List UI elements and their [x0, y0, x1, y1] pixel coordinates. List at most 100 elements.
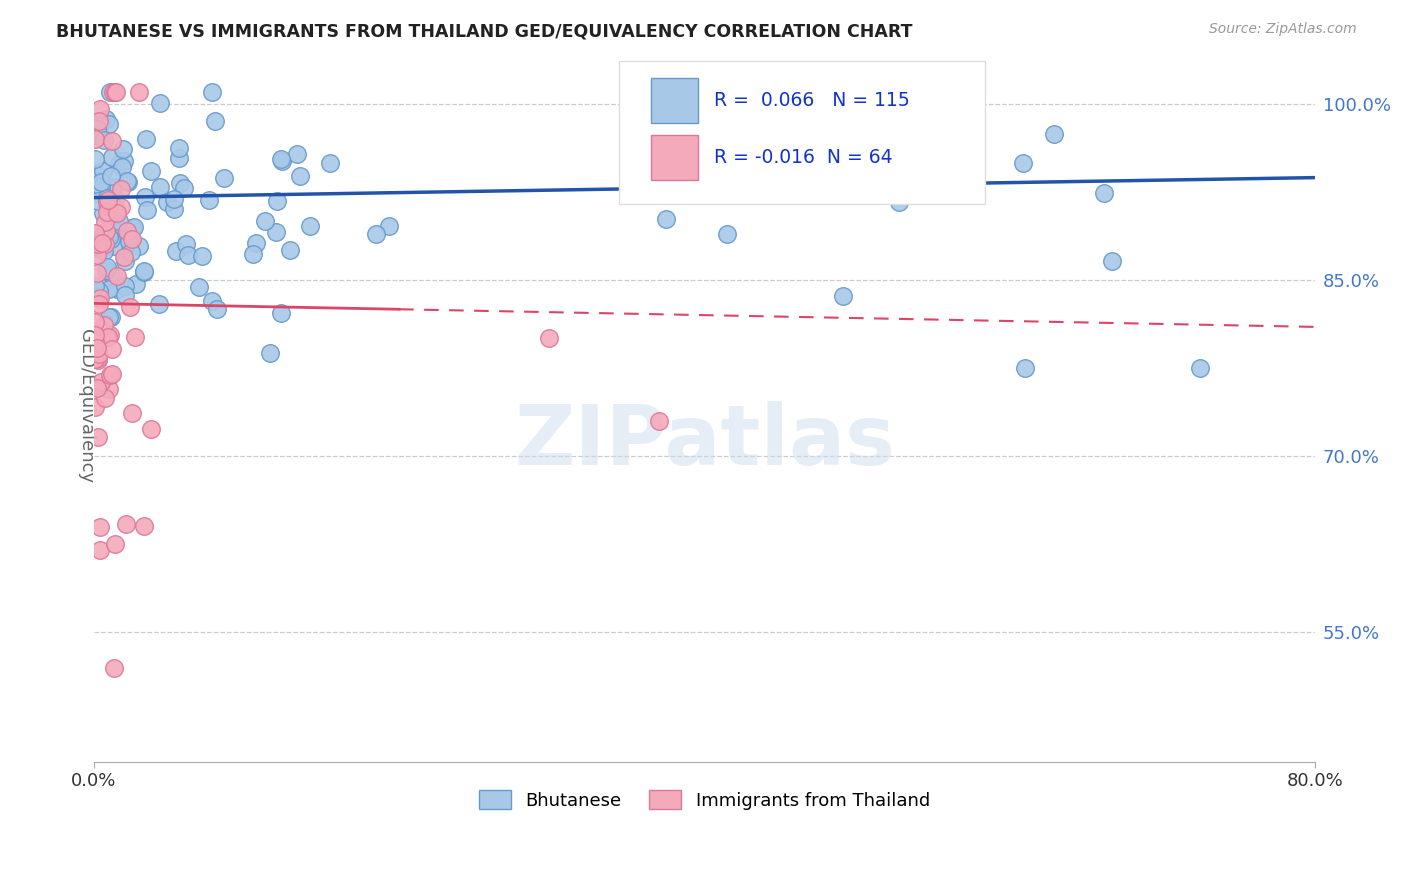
- Point: [1043, 127, 1066, 141]
- Point: [115, 224, 138, 238]
- Point: [101, 238, 124, 252]
- Point: [90, 235, 112, 250]
- Text: ZIPatlas: ZIPatlas: [513, 401, 894, 483]
- Point: [98, 368, 121, 382]
- Point: [378, 219, 401, 233]
- Point: [270, 306, 292, 320]
- Point: [87, 430, 110, 444]
- Point: [162, 202, 184, 217]
- Point: [245, 235, 267, 250]
- Point: [1101, 253, 1123, 268]
- Point: [101, 342, 124, 356]
- Point: [136, 203, 159, 218]
- Point: [87, 297, 110, 311]
- Point: [723, 116, 745, 130]
- Point: [87, 347, 110, 361]
- Point: [96, 224, 118, 238]
- Point: [832, 289, 855, 303]
- Point: [91, 163, 114, 178]
- Point: [98, 310, 121, 324]
- Point: [96, 260, 118, 274]
- Point: [124, 330, 146, 344]
- Point: [87, 114, 110, 128]
- Point: [84, 334, 107, 349]
- Point: [104, 192, 127, 206]
- Point: [84, 288, 107, 302]
- Point: [90, 242, 112, 256]
- Point: [93, 132, 115, 146]
- Point: [756, 165, 779, 179]
- Legend: Bhutanese, Immigrants from Thailand: Bhutanese, Immigrants from Thailand: [471, 783, 938, 817]
- Point: [105, 85, 128, 99]
- Point: [89, 285, 111, 299]
- Point: [889, 195, 911, 210]
- Point: [134, 190, 156, 204]
- Point: [1011, 156, 1033, 170]
- Point: [98, 228, 121, 243]
- Point: [94, 237, 117, 252]
- Point: [94, 224, 117, 238]
- Point: [104, 219, 127, 233]
- Point: [169, 176, 191, 190]
- Point: [174, 237, 197, 252]
- Point: [101, 222, 124, 236]
- Point: [122, 219, 145, 234]
- Point: [288, 169, 311, 183]
- Point: [124, 277, 146, 292]
- Point: [103, 200, 125, 214]
- Text: R = -0.016  N = 64: R = -0.016 N = 64: [714, 148, 893, 167]
- Y-axis label: GED/Equivalency: GED/Equivalency: [77, 329, 96, 483]
- Point: [84, 153, 107, 167]
- Point: [93, 215, 115, 229]
- Point: [278, 243, 301, 257]
- Point: [191, 249, 214, 263]
- Point: [108, 157, 131, 171]
- Point: [121, 220, 143, 235]
- Point: [89, 543, 111, 558]
- Point: [96, 204, 118, 219]
- Point: [538, 331, 561, 345]
- Point: [201, 85, 224, 99]
- Point: [214, 170, 236, 185]
- Point: [97, 117, 120, 131]
- Point: [149, 96, 172, 111]
- Point: [100, 310, 122, 324]
- Point: [90, 376, 112, 390]
- Point: [132, 264, 155, 278]
- Point: [84, 128, 107, 143]
- Point: [266, 194, 288, 209]
- Point: [98, 207, 121, 221]
- Point: [118, 235, 141, 250]
- Point: [86, 341, 108, 355]
- Point: [299, 219, 322, 234]
- Point: [176, 247, 198, 261]
- Point: [101, 85, 124, 99]
- Text: R =  0.066   N = 115: R = 0.066 N = 115: [714, 91, 910, 110]
- Point: [266, 225, 288, 239]
- Point: [647, 414, 669, 428]
- Point: [89, 179, 111, 194]
- Point: [114, 288, 136, 302]
- Point: [201, 294, 224, 309]
- Point: [100, 134, 122, 148]
- Point: [89, 103, 111, 117]
- Point: [1092, 186, 1115, 200]
- Point: [187, 279, 209, 293]
- Point: [270, 153, 292, 167]
- Point: [242, 247, 264, 261]
- Point: [105, 282, 128, 296]
- Point: [112, 142, 135, 156]
- Point: [259, 346, 281, 360]
- Point: [105, 205, 128, 219]
- Point: [120, 245, 142, 260]
- Point: [165, 244, 187, 259]
- Point: [84, 315, 107, 329]
- Point: [91, 227, 114, 242]
- Point: [167, 141, 190, 155]
- Point: [121, 231, 143, 245]
- Point: [103, 270, 125, 285]
- Point: [366, 227, 388, 242]
- Point: [198, 193, 221, 207]
- Point: [107, 213, 129, 227]
- Point: [1189, 361, 1212, 376]
